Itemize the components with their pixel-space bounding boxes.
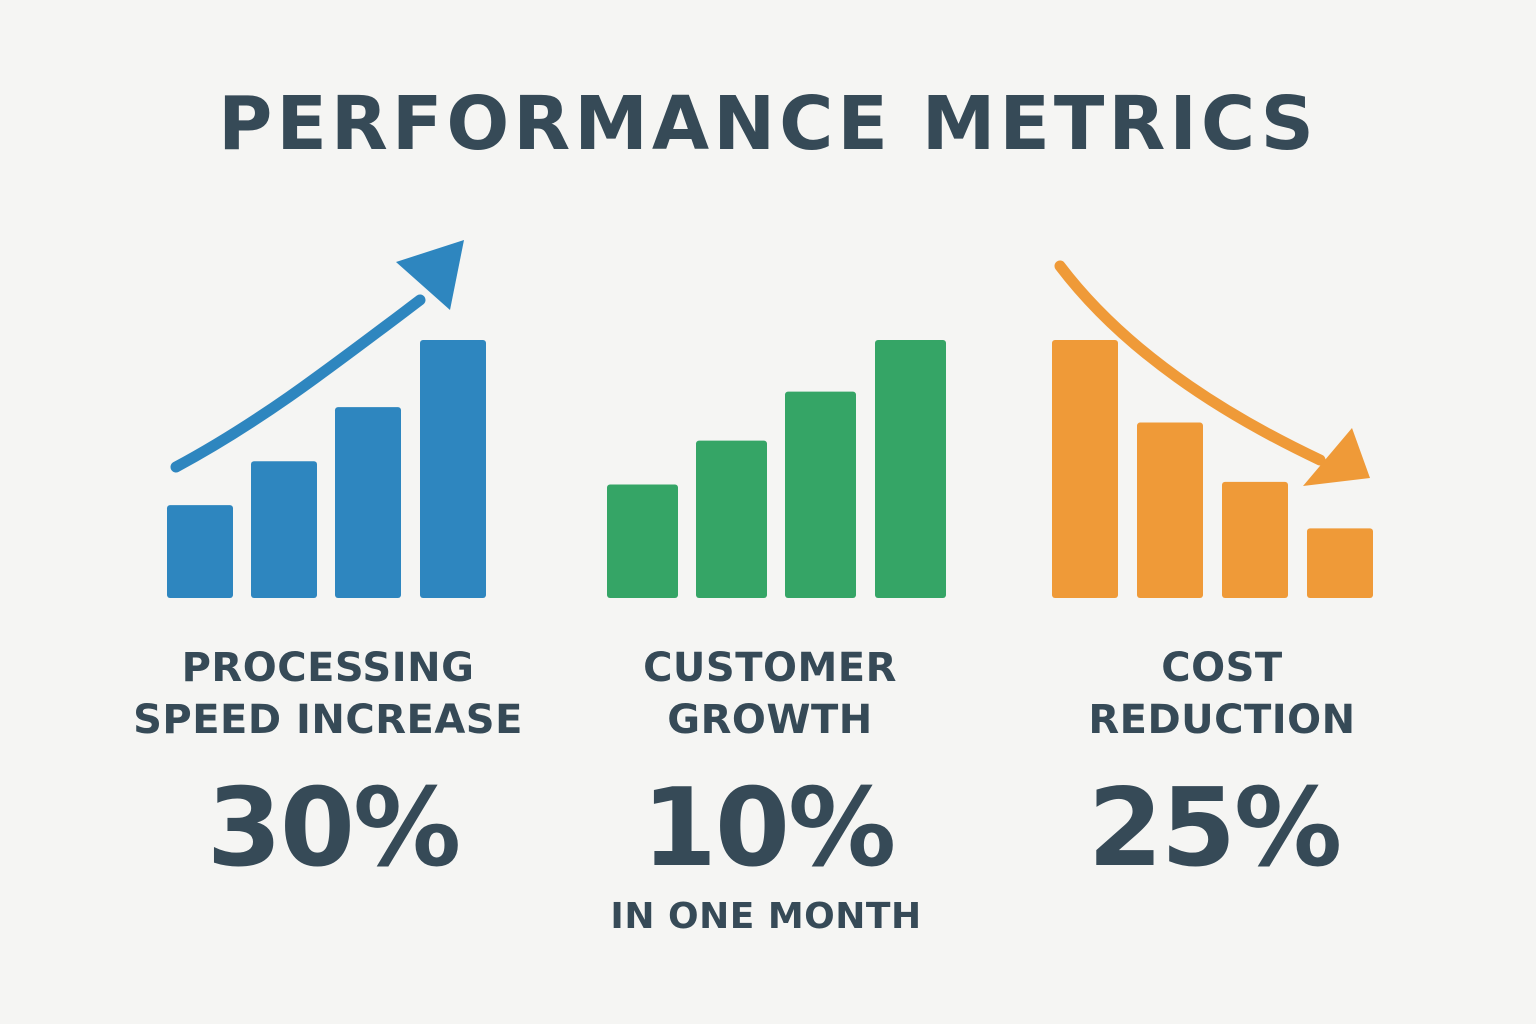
cost-reduction-value: 25% — [1087, 766, 1343, 891]
customer-growth-bar-2 — [696, 440, 767, 598]
page-title: PERFORMANCE METRICS — [218, 81, 1318, 167]
processing-speed-bar-4 — [420, 340, 486, 598]
cost-reduction-bar-1 — [1052, 340, 1118, 598]
processing-speed-value: 30% — [206, 766, 462, 891]
cost-reduction-label-line-1: COST — [1161, 645, 1283, 691]
customer-growth-note: IN ONE MONTH — [610, 896, 922, 937]
customer-growth-bar-3 — [785, 391, 856, 598]
customer-growth-bar-1 — [607, 484, 678, 598]
customer-growth-chart — [607, 340, 946, 598]
processing-speed-label-line-1: PROCESSING — [181, 645, 475, 691]
customer-growth-bar-4 — [875, 340, 946, 598]
customer-growth-value: 10% — [641, 766, 897, 891]
cost-reduction-bar-4 — [1307, 528, 1373, 598]
processing-speed-bar-1 — [167, 505, 233, 598]
cost-reduction-label: COST REDUCTION — [982, 642, 1462, 746]
cost-reduction-label-line-2: REDUCTION — [1088, 697, 1356, 743]
customer-growth-label-line-2: GROWTH — [667, 697, 873, 743]
trend-up-arrow-icon — [170, 240, 464, 473]
processing-speed-chart — [167, 240, 486, 598]
processing-speed-bar-2 — [251, 461, 317, 598]
customer-growth-label: CUSTOMER GROWTH — [530, 642, 1010, 746]
trend-down-arrow-icon — [1054, 260, 1370, 486]
cost-reduction-bar-3 — [1222, 481, 1288, 598]
cost-reduction-bar-2 — [1137, 422, 1203, 598]
processing-speed-label-line-2: SPEED INCREASE — [133, 697, 523, 743]
customer-growth-label-line-1: CUSTOMER — [643, 645, 897, 691]
processing-speed-label: PROCESSING SPEED INCREASE — [88, 642, 568, 746]
processing-speed-bar-3 — [335, 407, 401, 598]
cost-reduction-chart — [1052, 260, 1373, 598]
